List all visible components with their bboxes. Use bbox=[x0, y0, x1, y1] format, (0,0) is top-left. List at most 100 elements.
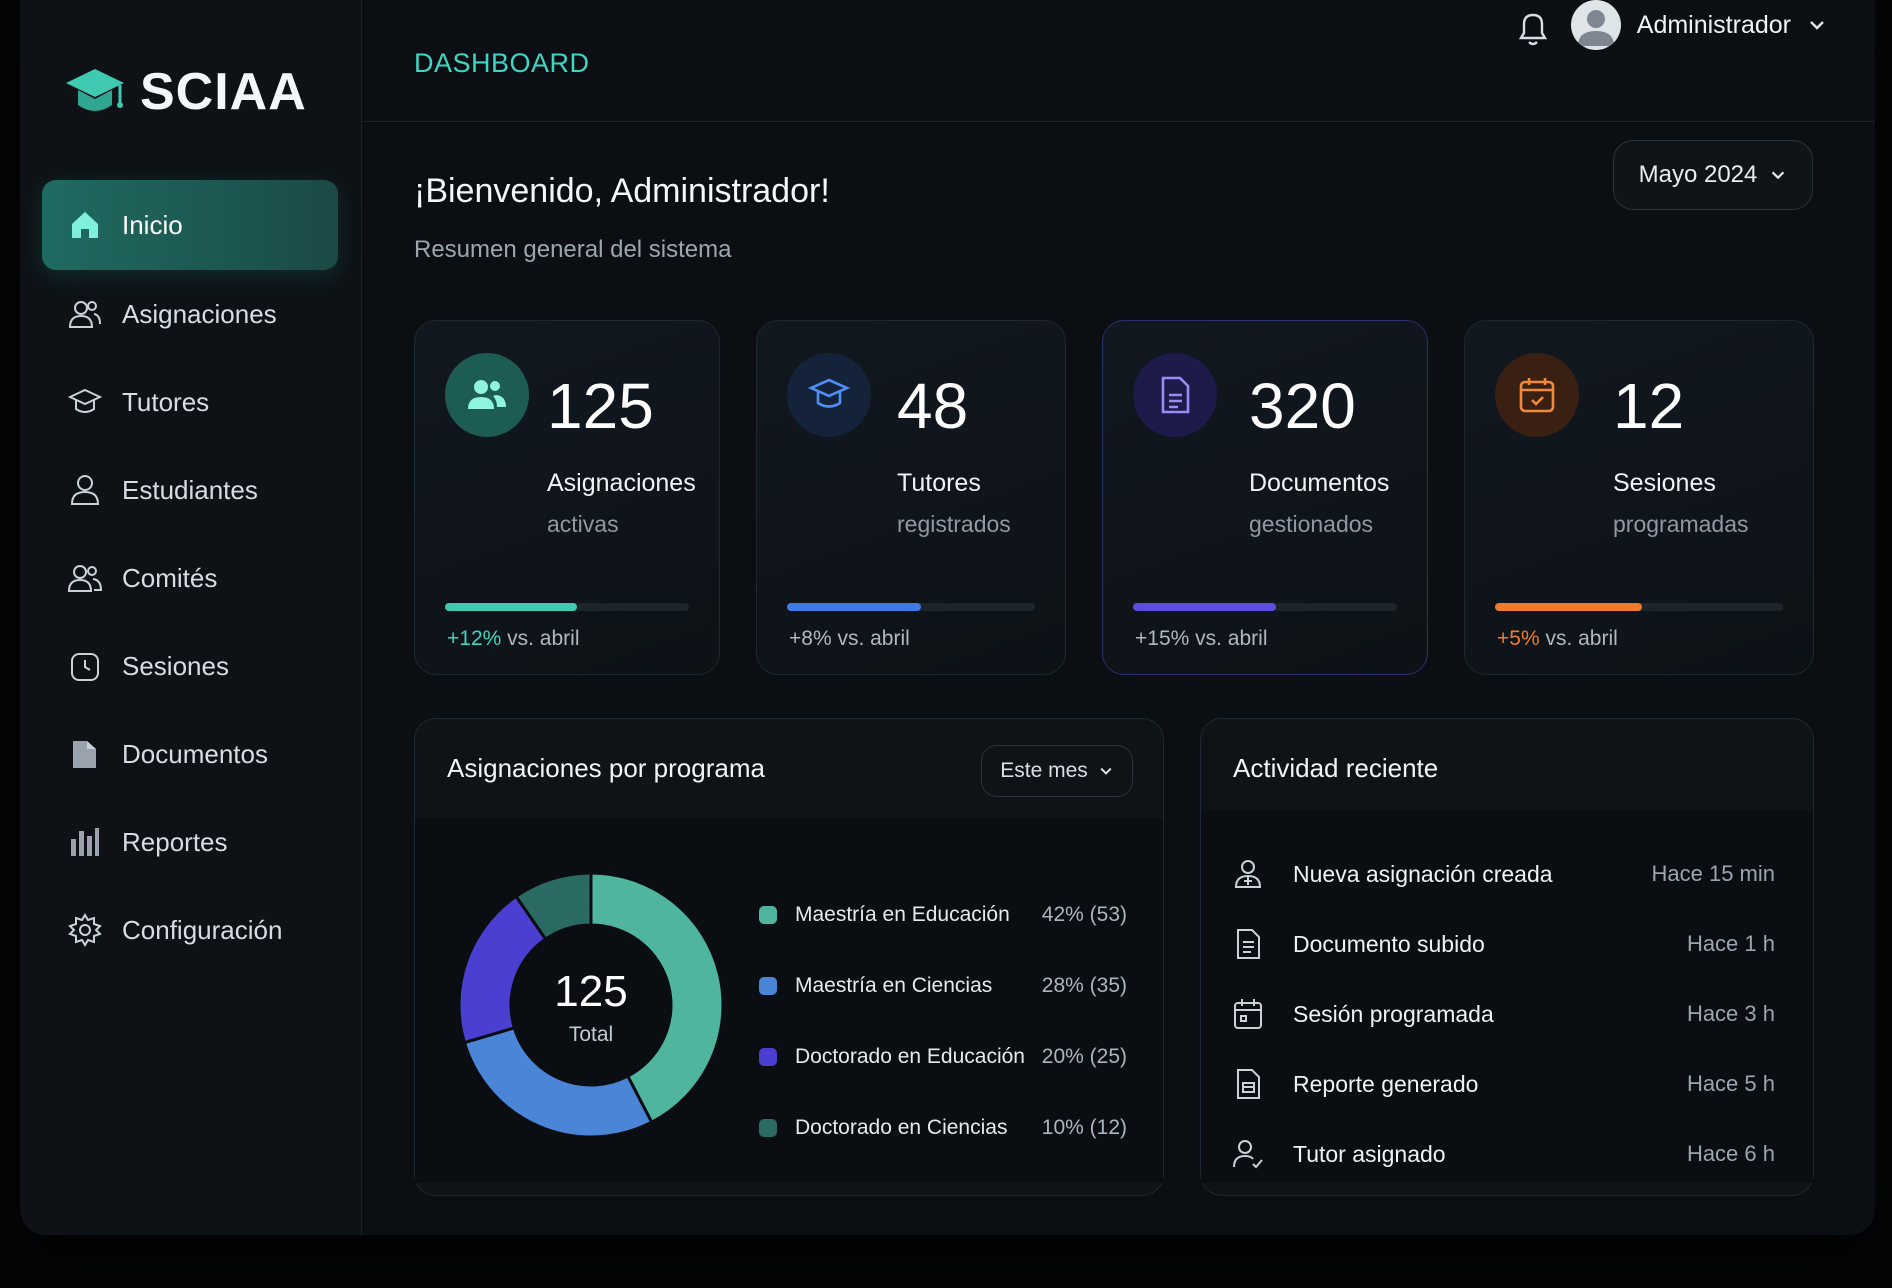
delta-suffix: vs. abril bbox=[1539, 627, 1618, 650]
progress-fill bbox=[787, 603, 921, 611]
stat-value: 12 bbox=[1613, 370, 1685, 442]
period-value: Este mes bbox=[1000, 759, 1088, 782]
sidebar-nav: Inicio Asignaciones Tutores Estudiantes … bbox=[42, 180, 338, 974]
sidebar: SCIAA Inicio Asignaciones Tutores Estudi… bbox=[20, 0, 362, 1235]
sidebar-item-label: Inicio bbox=[122, 209, 183, 240]
activity-item[interactable]: Reporte generado Hace 5 h bbox=[1231, 1049, 1775, 1119]
stat-delta: +15% vs. abril bbox=[1135, 627, 1267, 651]
program-panel: Asignaciones por programa Este mes 125 T… bbox=[414, 718, 1164, 1196]
sidebar-item-sesiones[interactable]: Sesiones bbox=[42, 622, 338, 710]
stat-label: Tutores bbox=[897, 469, 981, 497]
activity-text: Sesión programada bbox=[1293, 1000, 1494, 1027]
users-icon bbox=[445, 353, 529, 437]
sidebar-item-asignaciones[interactable]: Asignaciones bbox=[42, 270, 338, 358]
stat-card-sesiones[interactable]: 12 Sesiones programadas +5% vs. abril bbox=[1464, 320, 1814, 675]
legend-swatch bbox=[759, 905, 777, 924]
user-icon bbox=[70, 475, 100, 505]
progress-bar bbox=[1495, 603, 1783, 611]
progress-fill bbox=[1133, 603, 1276, 611]
stat-sublabel: programadas bbox=[1613, 511, 1749, 537]
activity-time: Hace 6 h bbox=[1686, 1141, 1775, 1166]
activity-text: Tutor asignado bbox=[1293, 1140, 1446, 1167]
stat-label: Sesiones bbox=[1613, 469, 1716, 497]
stat-value: 48 bbox=[897, 370, 969, 442]
chart-legend: Maestría en Educación 42% (53) Maestría en… bbox=[759, 879, 1127, 1163]
delta-value: +8% bbox=[789, 627, 832, 650]
panel-body bbox=[1201, 811, 1813, 1183]
graduation-cap-icon bbox=[787, 353, 871, 437]
user-avatar-icon bbox=[1577, 10, 1614, 46]
sidebar-item-label: Documentos bbox=[122, 738, 268, 769]
delta-value: +12% bbox=[447, 627, 502, 650]
stat-card-asignaciones[interactable]: 125 Asignaciones activas +12% vs. abril bbox=[414, 320, 720, 675]
sidebar-item-configuracion[interactable]: Configuración bbox=[42, 886, 338, 974]
sidebar-item-label: Comités bbox=[122, 562, 218, 593]
calendar-icon bbox=[1495, 353, 1579, 437]
sidebar-item-label: Configuración bbox=[122, 914, 283, 945]
stat-value: 320 bbox=[1249, 370, 1356, 442]
legend-swatch bbox=[759, 976, 777, 995]
legend-item: Maestría en Ciencias 28% (35) bbox=[759, 950, 1127, 1021]
sidebar-item-label: Reportes bbox=[122, 826, 228, 857]
document-icon bbox=[1237, 929, 1260, 959]
stat-card-documentos[interactable]: 320 Documentos gestionados +15% vs. abri… bbox=[1102, 320, 1428, 675]
activity-item[interactable]: Nueva asignación creada Hace 15 min bbox=[1231, 839, 1775, 909]
group-icon bbox=[68, 565, 102, 592]
progress-bar bbox=[787, 603, 1035, 611]
sidebar-item-reportes[interactable]: Reportes bbox=[42, 798, 338, 886]
app-window: SCIAA Inicio Asignaciones Tutores Estudi… bbox=[20, 0, 1875, 1235]
activity-time: Hace 15 min bbox=[1651, 861, 1775, 886]
users-icon bbox=[68, 301, 101, 328]
stat-value: 125 bbox=[547, 370, 654, 442]
sidebar-item-comites[interactable]: Comités bbox=[42, 534, 338, 622]
legend-swatch bbox=[759, 1118, 777, 1137]
stat-label: Asignaciones bbox=[547, 469, 696, 497]
folder-icon bbox=[73, 741, 96, 768]
month-selector[interactable]: Mayo 2024 bbox=[1613, 140, 1813, 210]
legend-label: Doctorado en Educación bbox=[795, 1044, 1025, 1068]
donut-total-value: 125 bbox=[554, 967, 628, 1016]
stat-sublabel: activas bbox=[547, 511, 619, 537]
sidebar-item-label: Asignaciones bbox=[122, 298, 277, 329]
sidebar-item-inicio[interactable]: Inicio bbox=[42, 180, 338, 270]
activity-text: Documento subido bbox=[1293, 930, 1485, 957]
activity-item[interactable]: Tutor asignado Hace 6 h bbox=[1231, 1119, 1775, 1189]
legend-item: Maestría en Educación 42% (53) bbox=[759, 879, 1127, 950]
delta-suffix: vs. abril bbox=[831, 627, 910, 650]
activity-time: Hace 1 h bbox=[1686, 931, 1775, 956]
progress-fill bbox=[445, 603, 577, 611]
activity-item[interactable]: Documento subido Hace 1 h bbox=[1231, 909, 1775, 979]
welcome-subtitle: Resumen general del sistema bbox=[414, 236, 732, 263]
legend-value: 10% (12) bbox=[1041, 1115, 1127, 1139]
panel-title: Asignaciones por programa bbox=[447, 753, 765, 783]
legend-label: Doctorado en Ciencias bbox=[795, 1115, 1008, 1139]
sidebar-item-tutores[interactable]: Tutores bbox=[42, 358, 338, 446]
chevron-down-icon bbox=[1772, 171, 1785, 180]
legend-value: 20% (25) bbox=[1041, 1044, 1127, 1068]
stat-sublabel: registrados bbox=[897, 511, 1011, 537]
activity-item[interactable]: Sesión programada Hace 3 h bbox=[1231, 979, 1775, 1049]
donut-slice-maestria-en-ciencias bbox=[462, 1025, 654, 1139]
activity-time: Hace 5 h bbox=[1686, 1071, 1775, 1096]
stat-label: Documentos bbox=[1249, 469, 1390, 497]
logo[interactable]: SCIAA bbox=[64, 62, 307, 122]
page-title: DASHBOARD bbox=[414, 48, 590, 78]
sidebar-item-label: Tutores bbox=[122, 386, 210, 417]
legend-item: Doctorado en Ciencias 10% (12) bbox=[759, 1092, 1127, 1163]
stat-delta: +5% vs. abril bbox=[1497, 627, 1618, 651]
stat-card-tutores[interactable]: 48 Tutores registrados +8% vs. abril bbox=[756, 320, 1066, 675]
progress-bar bbox=[445, 603, 689, 611]
activity-text: Reporte generado bbox=[1293, 1070, 1479, 1097]
sidebar-item-documentos[interactable]: Documentos bbox=[42, 710, 338, 798]
panel-title: Actividad reciente bbox=[1233, 753, 1439, 783]
user-menu[interactable]: Administrador bbox=[1570, 0, 1827, 50]
delta-value: +15% bbox=[1135, 627, 1190, 650]
month-value: Mayo 2024 bbox=[1638, 161, 1758, 188]
chevron-down-icon bbox=[1810, 21, 1824, 30]
period-selector[interactable]: Este mes bbox=[981, 745, 1133, 797]
graduation-cap-icon bbox=[68, 388, 102, 413]
donut-slice-maestria-en-educacion bbox=[589, 871, 725, 1125]
bell-icon[interactable] bbox=[1513, 6, 1553, 48]
sidebar-item-estudiantes[interactable]: Estudiantes bbox=[42, 446, 338, 534]
delta-suffix: vs. abril bbox=[501, 627, 580, 650]
